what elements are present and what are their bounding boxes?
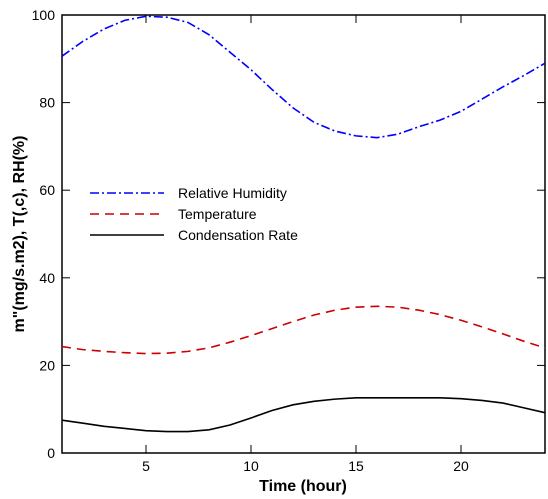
y-tick-label: 0 xyxy=(47,445,55,461)
y-tick-label: 40 xyxy=(39,270,55,286)
y-tick-label: 100 xyxy=(32,7,56,23)
x-tick-label: 5 xyxy=(142,458,150,474)
y-tick-label: 80 xyxy=(39,95,55,111)
plot-frame xyxy=(62,15,545,453)
y-axis-title: m"(mg/s.m2), T(,c), RH(%) xyxy=(11,136,28,333)
y-tick-label: 60 xyxy=(39,182,55,198)
x-tick-label: 15 xyxy=(348,458,364,474)
x-tick-label: 20 xyxy=(453,458,469,474)
y-tick-label: 20 xyxy=(39,357,55,373)
legend-label: Condensation Rate xyxy=(178,227,298,243)
x-tick-label: 10 xyxy=(243,458,259,474)
legend-label: Relative Humidity xyxy=(178,185,287,201)
legend-label: Temperature xyxy=(178,206,257,222)
x-axis-title: Time (hour) xyxy=(259,478,347,495)
